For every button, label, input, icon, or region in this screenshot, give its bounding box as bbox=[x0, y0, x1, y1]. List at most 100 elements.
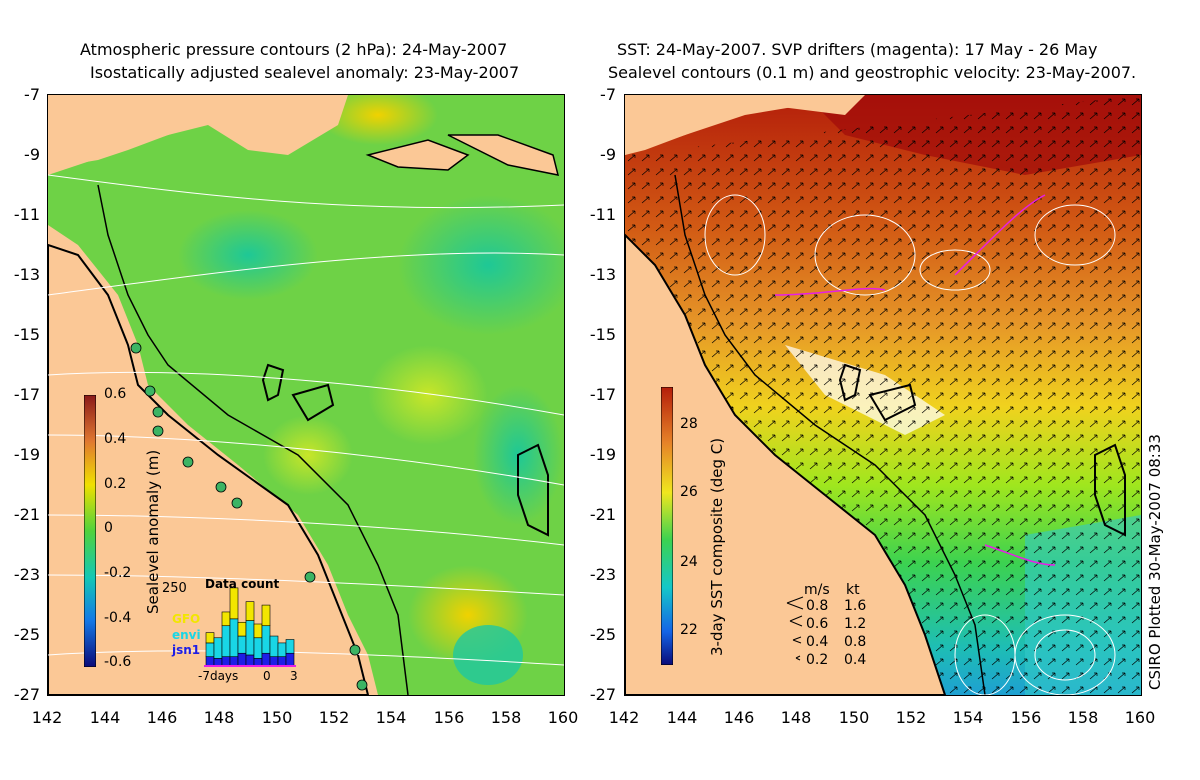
velocity-key-kt-header: kt bbox=[846, 582, 860, 598]
right-y-tick: -23 bbox=[589, 565, 616, 584]
velocity-key-row: 0.4 bbox=[844, 652, 867, 668]
data-count-title: Data count bbox=[205, 577, 280, 591]
plotted-stamp: CSIRO Plotted 30-May-2007 08:33 bbox=[1146, 434, 1164, 690]
right-y-tick: -11 bbox=[589, 205, 616, 224]
right-cb-tick: 26 bbox=[680, 484, 698, 500]
data-count-bar-envi bbox=[229, 618, 239, 657]
left-x-tick: 144 bbox=[89, 708, 121, 727]
right-cb-tick: 28 bbox=[680, 416, 698, 432]
right-y-tick: -9 bbox=[600, 145, 616, 164]
left-map-graphic bbox=[48, 95, 564, 695]
right-y-tick: -21 bbox=[589, 505, 616, 524]
right-y-tick: -13 bbox=[589, 265, 616, 284]
data-count-bar-envi bbox=[237, 635, 247, 654]
left-y-tick: -21 bbox=[13, 505, 40, 524]
right-x-tick: 150 bbox=[838, 708, 870, 727]
left-land-png bbox=[48, 95, 348, 170]
velocity-key-row: 0.8 bbox=[806, 598, 829, 614]
right-colorbar-label: 3-day SST composite (deg C) bbox=[708, 437, 726, 656]
left-cb-tick: 0.2 bbox=[104, 476, 127, 492]
data-count-bar-envi bbox=[221, 625, 231, 657]
velocity-key-row: 0.8 bbox=[844, 634, 867, 650]
right-title-line1: SST: 24-May-2007. SVP drifters (magenta)… bbox=[617, 40, 1098, 59]
right-x-tick: 156 bbox=[1010, 708, 1042, 727]
right-y-tick: -17 bbox=[589, 385, 616, 404]
right-x-tick: 146 bbox=[723, 708, 755, 727]
data-count-bar-envi bbox=[277, 642, 287, 657]
left-x-tick: 152 bbox=[318, 708, 350, 727]
left-x-tick: 158 bbox=[490, 708, 522, 727]
data-count-bar-gfo bbox=[261, 604, 271, 627]
data-count-bar-envi bbox=[269, 635, 279, 657]
velocity-key-row: 1.6 bbox=[844, 598, 867, 614]
left-cb-tick: 0.6 bbox=[104, 386, 127, 402]
data-count-chart bbox=[204, 587, 296, 667]
right-map-graphic bbox=[625, 95, 1141, 695]
data-count-bar-gfo bbox=[229, 587, 239, 620]
left-y-tick: -11 bbox=[13, 205, 40, 224]
data-count-xlabel-end: 3 bbox=[290, 669, 298, 683]
left-x-tick: 142 bbox=[31, 708, 63, 727]
right-x-tick: 160 bbox=[1124, 708, 1156, 727]
left-x-tick: 146 bbox=[146, 708, 178, 727]
right-x-tick: 148 bbox=[780, 708, 812, 727]
left-x-tick: 160 bbox=[547, 708, 579, 727]
data-count-bar-gfo bbox=[221, 611, 231, 627]
left-y-tick: -15 bbox=[13, 325, 40, 344]
left-y-tick: -9 bbox=[24, 145, 40, 164]
left-cb-tick: 0.4 bbox=[104, 431, 127, 447]
data-count-bar-envi bbox=[253, 637, 263, 659]
legend-jsn1: jsn1 bbox=[172, 643, 201, 657]
right-land-png bbox=[625, 95, 865, 155]
right-map-sst bbox=[624, 94, 1142, 696]
data-count-bar-jsn1 bbox=[237, 652, 247, 667]
data-count-bar-envi bbox=[245, 620, 255, 656]
left-cb-tick: 0 bbox=[104, 520, 113, 536]
velocity-key-row: 0.2 bbox=[806, 652, 829, 668]
legend-envi: envi bbox=[172, 628, 201, 642]
left-land-australia bbox=[48, 243, 370, 695]
left-y-tick: -27 bbox=[13, 685, 40, 704]
left-y-tick: -13 bbox=[13, 265, 40, 284]
data-count-bar-envi bbox=[261, 625, 271, 654]
left-cb-tick: -0.6 bbox=[104, 654, 132, 670]
right-y-tick: -7 bbox=[600, 85, 616, 104]
right-x-tick: 144 bbox=[666, 708, 698, 727]
left-y-tick: -7 bbox=[24, 85, 40, 104]
right-cb-tick: 22 bbox=[680, 622, 698, 638]
velocity-key-arrows bbox=[786, 596, 804, 661]
legend-gfo: GFO bbox=[172, 612, 201, 626]
data-count-bar-gfo bbox=[205, 632, 215, 644]
left-y-tick: -17 bbox=[13, 385, 40, 404]
right-x-tick: 154 bbox=[952, 708, 984, 727]
velocity-key-row: 0.4 bbox=[806, 634, 829, 650]
data-count-bar-envi bbox=[205, 642, 215, 657]
data-count-bar-jsn1 bbox=[261, 652, 271, 667]
right-y-tick: -27 bbox=[589, 685, 616, 704]
left-y-tick: -19 bbox=[13, 445, 40, 464]
right-x-tick: 152 bbox=[895, 708, 927, 727]
left-map-sealevel-anomaly bbox=[47, 94, 565, 696]
left-colorbar-label: Sealevel anomaly (m) bbox=[144, 449, 162, 614]
data-count-bar-envi bbox=[213, 637, 223, 659]
data-count-ymax: 250 bbox=[162, 581, 187, 596]
data-count-xlabel-zero: 0 bbox=[263, 669, 271, 683]
right-colorbar bbox=[661, 387, 673, 665]
left-y-tick: -23 bbox=[13, 565, 40, 584]
velocity-key-row: 0.6 bbox=[806, 616, 829, 632]
right-x-tick: 158 bbox=[1067, 708, 1099, 727]
data-count-bar-envi bbox=[285, 639, 295, 654]
left-y-tick: -25 bbox=[13, 625, 40, 644]
right-cb-tick: 24 bbox=[680, 554, 698, 570]
left-cb-tick: -0.2 bbox=[104, 565, 132, 581]
data-count-bar-gfo bbox=[253, 623, 263, 639]
left-x-tick: 148 bbox=[203, 708, 235, 727]
right-land-australia bbox=[625, 233, 947, 695]
left-x-tick: 150 bbox=[261, 708, 293, 727]
right-y-tick: -15 bbox=[589, 325, 616, 344]
velocity-key-row: 1.2 bbox=[844, 616, 867, 632]
left-title-line1: Atmospheric pressure contours (2 hPa): 2… bbox=[80, 40, 508, 59]
left-x-tick: 156 bbox=[433, 708, 465, 727]
right-y-tick: -19 bbox=[589, 445, 616, 464]
left-cb-tick: -0.4 bbox=[104, 610, 132, 626]
